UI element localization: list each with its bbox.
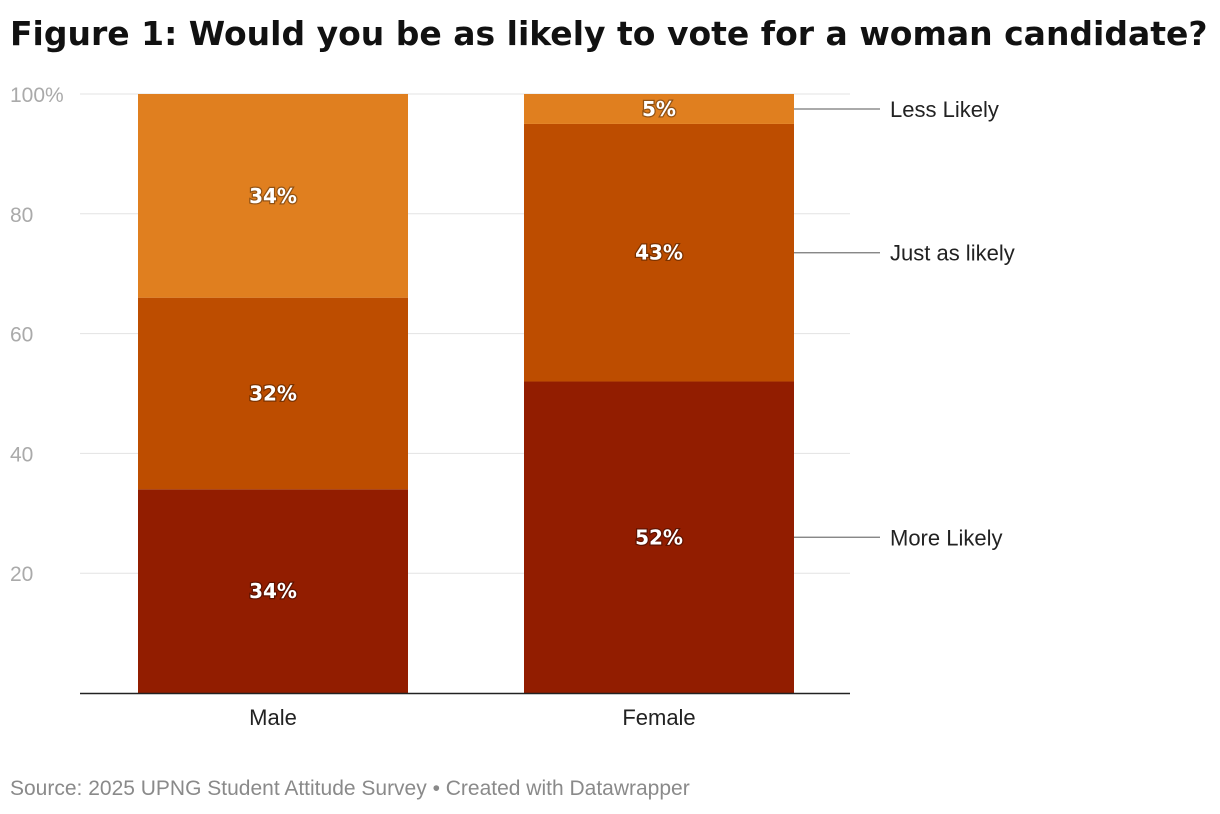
y-tick-label-40: 40	[10, 443, 33, 466]
bars: 34% 32% 34% 52% 43% 5%	[138, 94, 794, 693]
data-label-female-less-likely: 5%	[642, 97, 676, 121]
data-label-male-just-as-likely: 32%	[249, 382, 297, 406]
x-tick-label-female: Female	[622, 705, 695, 730]
y-tick-label-80: 80	[10, 204, 33, 227]
bar-male-less-likely	[138, 94, 408, 298]
legend: More Likely Just as likely Less Likely	[794, 97, 1015, 550]
legend-label-less-likely: Less Likely	[890, 97, 999, 122]
x-tick-label-male: Male	[249, 705, 297, 730]
data-label-male-less-likely: 34%	[249, 184, 297, 208]
legend-label-just-as-likely: Just as likely	[890, 241, 1015, 266]
y-tick-label-100: 100%	[10, 84, 64, 107]
data-label-male-more-likely: 34%	[249, 579, 297, 603]
legend-label-more-likely: More Likely	[890, 525, 1002, 550]
bar-male-just-as-likely	[138, 297, 408, 490]
x-axis-labels: Male Female	[249, 705, 696, 730]
chart-title: Figure 1: Would you be as likely to vote…	[10, 14, 1208, 53]
y-tick-label-60: 60	[10, 324, 33, 347]
bar-female-just-as-likely	[524, 123, 794, 382]
y-tick-label-20: 20	[10, 563, 33, 586]
data-label-female-more-likely: 52%	[635, 525, 683, 549]
source-note: Source: 2025 UPNG Student Attitude Surve…	[10, 777, 690, 800]
bar-female-more-likely	[524, 381, 794, 693]
y-axis-ticks: 20 40 60 80 100%	[10, 84, 64, 586]
data-label-female-just-as-likely: 43%	[635, 241, 683, 265]
bar-female-less-likely	[524, 94, 794, 124]
bar-male-more-likely	[138, 489, 408, 693]
